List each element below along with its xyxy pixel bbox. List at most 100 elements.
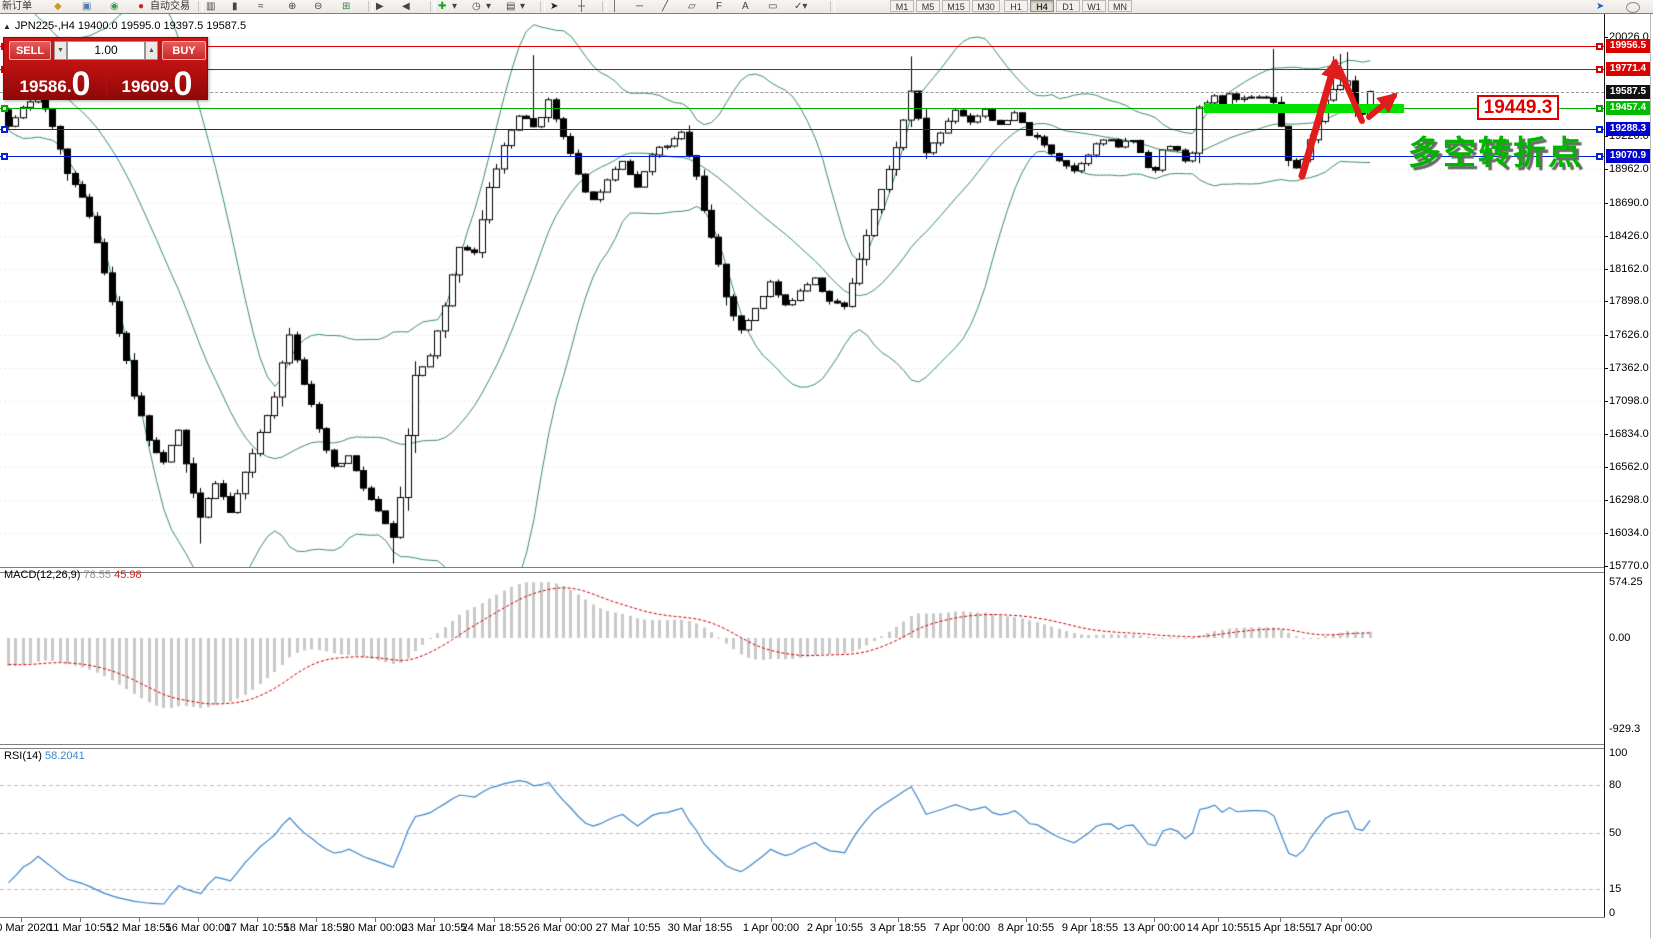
auto-scroll-icon[interactable]: ▶ (376, 1, 384, 12)
rsi-pane-canvas[interactable] (0, 749, 1604, 917)
crosshair-icon[interactable]: ┼ (578, 1, 586, 12)
time-axis-tick (560, 918, 561, 922)
trendline-icon[interactable]: ╱ (662, 1, 669, 12)
price-axis (1605, 14, 1653, 938)
signal-icon[interactable]: ◉ (110, 1, 119, 12)
tile-windows-icon[interactable]: ⊞ (342, 1, 351, 12)
volume-decrease-button[interactable]: ▼ (54, 41, 67, 60)
line-anchor-marker (1, 105, 8, 112)
zoom-in-icon[interactable]: ⊕ (288, 1, 297, 12)
time-axis-tick (771, 918, 772, 922)
timeframe-button-m30[interactable]: M30 (972, 0, 1000, 12)
autotrading-icon[interactable]: ● (138, 1, 145, 12)
fibonacci-icon[interactable]: F (716, 1, 723, 12)
toolbar-separator (430, 1, 435, 12)
templates-icon[interactable]: ▤ (506, 1, 516, 12)
time-axis-label: 27 Mar 10:55 (595, 922, 661, 934)
main-chart-canvas[interactable] (0, 14, 1604, 567)
timeframe-button-m1[interactable]: M1 (890, 0, 914, 12)
time-axis-label: 18 Mar 18:55 (283, 922, 349, 934)
macd-scale-label: -929.3 (1609, 723, 1641, 735)
timeframe-button-w1[interactable]: W1 (1082, 0, 1106, 12)
line-anchor-marker (1, 126, 8, 133)
new-order-button[interactable]: 新订单 (2, 1, 32, 12)
community-icon[interactable]: ➤ (1596, 1, 1605, 12)
channel-icon[interactable]: ▱ (688, 1, 696, 12)
level-line (0, 108, 1604, 109)
add-indicator-icon[interactable]: ✚ (438, 1, 447, 12)
shapes-icon[interactable]: ✓▾ (794, 1, 808, 12)
rsi-scale-label: 15 (1609, 883, 1622, 895)
time-axis-label: 14 Apr 10:55 (1186, 922, 1250, 934)
time-axis-label: 30 Mar 18:55 (667, 922, 733, 934)
pane-separator[interactable] (0, 744, 1653, 749)
price-tick-mark (1604, 236, 1608, 237)
time-axis-tick (21, 918, 22, 922)
price-tick-mark (1604, 434, 1608, 435)
timeframe-button-h1[interactable]: H1 (1004, 0, 1028, 12)
time-axis-label: 20 Mar 00:00 (342, 922, 408, 934)
symbol-ohlc-text: JPN225-,H4 19400.0 19595.0 19397.5 19587… (14, 20, 247, 32)
pane-separator[interactable] (0, 567, 1653, 573)
periods-icon[interactable]: ◷ (472, 1, 481, 12)
timeframe-button-m15[interactable]: M15 (942, 0, 970, 12)
price-tick-mark (1604, 533, 1608, 534)
price-tick-label: 17098.0 (1609, 395, 1649, 407)
symbol-collapse-icon[interactable]: ▲ (3, 22, 11, 31)
text-icon[interactable]: A (742, 1, 749, 12)
cursor-icon[interactable]: ➤ (550, 1, 559, 12)
time-axis-tick (494, 918, 495, 922)
sell-button[interactable]: SELL (9, 41, 51, 60)
zoom-out-icon[interactable]: ⊖ (314, 1, 323, 12)
price-tick-mark (1604, 37, 1608, 38)
price-tick-mark (1604, 401, 1608, 402)
gold-icon[interactable]: ◆ (54, 1, 62, 12)
autotrading-button[interactable]: 自动交易 (150, 1, 190, 12)
symbol-info: ▲ JPN225-,H4 19400.0 19595.0 19397.5 1958… (3, 20, 246, 32)
toolbar: 新订单 ◆ ▣ ◉ ● 自动交易 ▥ ▮ ≈ ⊕ ⊖ ⊞ ▶ ◀ ✚ ▾ ◷ ▾ ▤ ▾ ➤ ┼ │ ─ ╱ ▱ F A ▭ ✓▾ M1 M5… (0, 0, 1653, 13)
time-axis-tick (962, 918, 963, 922)
price-tag: 19070.9 (1606, 149, 1650, 163)
periods-dropdown-icon[interactable]: ▾ (486, 1, 492, 12)
chat-icon[interactable] (1626, 2, 1640, 13)
templates-dropdown-icon[interactable]: ▾ (520, 1, 526, 12)
label-icon[interactable]: ▭ (768, 1, 778, 12)
timeframe-button-h4[interactable]: H4 (1030, 0, 1054, 12)
price-tick-mark (1604, 301, 1608, 302)
bar-chart-icon[interactable]: ▥ (206, 1, 216, 12)
time-axis-tick (1280, 918, 1281, 922)
line-anchor-marker (1596, 43, 1603, 50)
toolbar-divider (0, 13, 1653, 14)
timeframe-button-mn[interactable]: MN (1108, 0, 1132, 12)
time-axis-tick (80, 918, 81, 922)
price-tick-mark (1604, 500, 1608, 501)
time-axis-label: 2 Apr 10:55 (806, 922, 864, 934)
level-line (0, 92, 1604, 93)
toolbar-separator (602, 1, 607, 12)
candle-chart-icon[interactable]: ▮ (232, 1, 238, 12)
price-level-value: 19449.3 (1483, 97, 1553, 118)
timeframe-button-m5[interactable]: M5 (916, 0, 940, 12)
horizontal-line-icon[interactable]: ─ (636, 1, 644, 12)
buy-button[interactable]: BUY (162, 41, 206, 60)
chart-shift-icon[interactable]: ◀ (402, 1, 410, 12)
indicator-dropdown-icon[interactable]: ▾ (452, 1, 458, 12)
one-click-trading-panel: SELL ▼ 1.00 ▲ BUY 19586. 0 19609. 0 (3, 37, 208, 101)
time-axis-tick (700, 918, 701, 922)
vertical-line-icon[interactable]: │ (612, 1, 619, 12)
time-axis-label: 17 Mar 10:55 (224, 922, 290, 934)
volume-input[interactable]: 1.00 (67, 41, 145, 60)
macd-pane-canvas[interactable] (0, 573, 1604, 744)
time-axis-label: 9 Apr 18:55 (1061, 922, 1119, 934)
timeframe-button-d1[interactable]: D1 (1056, 0, 1080, 12)
buy-price-button[interactable]: 19609. 0 (107, 62, 207, 101)
toolbar-separator (198, 1, 203, 12)
line-chart-icon[interactable]: ≈ (258, 1, 264, 12)
toolbar-separator (368, 1, 373, 12)
price-tick-mark (1604, 368, 1608, 369)
price-tick-mark (1604, 566, 1608, 567)
pane-separator (0, 917, 1653, 918)
sell-price-button[interactable]: 19586. 0 (4, 62, 106, 101)
volume-increase-button[interactable]: ▲ (145, 41, 158, 60)
screenshot-icon[interactable]: ▣ (82, 1, 92, 12)
